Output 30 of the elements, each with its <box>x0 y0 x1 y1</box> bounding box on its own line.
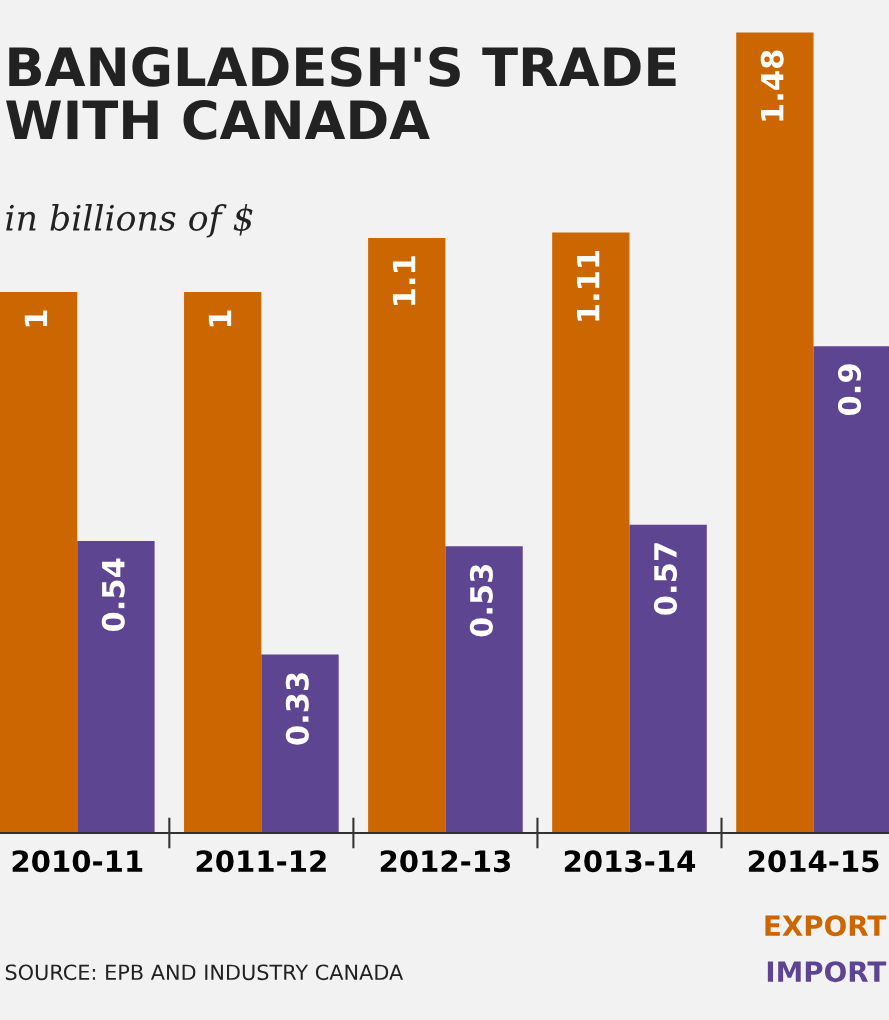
bar <box>0 292 78 833</box>
bar <box>552 232 630 833</box>
bar <box>77 540 155 833</box>
data-label: 1.48 <box>760 50 784 121</box>
data-label: 0.54 <box>101 558 125 632</box>
bar <box>184 292 262 833</box>
data-label: 1.11 <box>576 250 600 321</box>
x-tick-label: 2010-11 <box>12 850 143 873</box>
source-note: SOURCE: EPB AND INDUSTRY CANADA <box>5 964 404 981</box>
data-label: 0.9 <box>837 364 862 416</box>
data-label: 1 <box>208 310 232 327</box>
x-tick-label: 2011-12 <box>196 850 326 873</box>
data-label: 1.1 <box>392 256 416 305</box>
bar <box>261 654 339 833</box>
bar <box>445 546 523 833</box>
data-label: 0.33 <box>285 673 309 745</box>
text: BANGLADESH'S TRADE WITH CANADA <box>6 46 676 140</box>
text: IMPORT <box>767 961 887 983</box>
bar <box>736 32 814 833</box>
bar <box>813 346 889 833</box>
x-tick-label: 2013-14 <box>564 850 696 873</box>
bar <box>629 524 707 833</box>
x-tick-label: 2012-13 <box>380 850 511 873</box>
text: in billions of $ <box>6 204 253 238</box>
text: EXPORT <box>765 915 887 937</box>
x-tick-label: 2014-15 <box>748 850 879 873</box>
bar <box>368 238 446 833</box>
data-label: 0.53 <box>469 564 493 637</box>
data-label: 1 <box>24 310 48 327</box>
data-label: 0.57 <box>653 543 677 615</box>
